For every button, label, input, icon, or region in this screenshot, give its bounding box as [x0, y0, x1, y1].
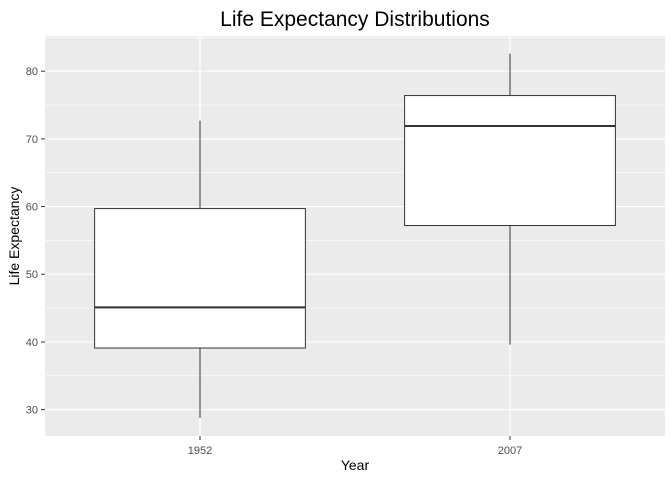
y-tick-label: 30 — [26, 405, 38, 417]
x-axis-ticks: 1952 2007 — [188, 436, 522, 457]
boxes-layer — [94, 53, 616, 418]
box-body — [404, 95, 616, 227]
y-axis-ticks: 30 40 50 60 70 80 — [26, 66, 45, 417]
x-axis-title: Year — [341, 457, 370, 473]
y-axis-title: Life Expectancy — [6, 187, 22, 286]
box-1952 — [94, 120, 306, 418]
x-tick-label: 2007 — [498, 445, 522, 457]
y-tick-label: 50 — [26, 269, 38, 281]
y-tick-label: 70 — [26, 134, 38, 146]
y-tick-label: 40 — [26, 337, 38, 349]
y-tick-label: 60 — [26, 202, 38, 214]
chart-title: Life Expectancy Distributions — [220, 8, 490, 31]
box-body — [94, 208, 306, 349]
box-2007 — [404, 53, 616, 345]
y-tick-label: 80 — [26, 66, 38, 78]
x-tick-label: 1952 — [188, 445, 212, 457]
